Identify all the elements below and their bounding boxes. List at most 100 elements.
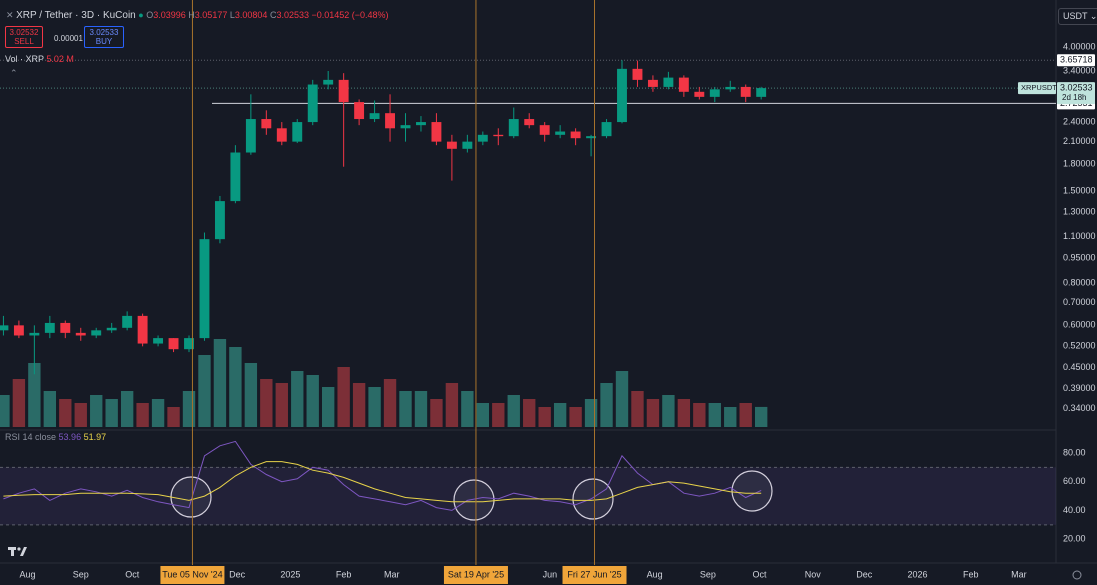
volume-bar xyxy=(105,399,118,427)
volume-bar xyxy=(151,399,165,427)
volume-bar xyxy=(569,407,582,427)
volume-legend: Vol · XRP 5.02 M xyxy=(5,54,74,64)
y-tick-label: 0.39000 xyxy=(1063,383,1096,393)
y-tick-label: 0.70000 xyxy=(1063,297,1096,307)
candle-body xyxy=(570,131,581,139)
candle-body xyxy=(199,239,210,339)
rsi-tick-label: 40.00 xyxy=(1063,505,1086,515)
x-tick-label: Sep xyxy=(73,569,89,579)
spread: 0.00001 xyxy=(54,34,83,43)
x-tick-label: Jun xyxy=(543,569,558,579)
x-tick-label: Feb xyxy=(963,569,979,579)
x-tick-label: Nov xyxy=(805,569,822,579)
volume-bar xyxy=(136,403,149,427)
volume-bar xyxy=(553,403,567,427)
candle-body xyxy=(477,134,488,142)
volume-bar xyxy=(352,383,366,427)
y-tick-label: 4.00000 xyxy=(1063,42,1096,52)
candle-body xyxy=(261,119,272,129)
symbol[interactable]: XRP / Tether · 3D · KuCoin xyxy=(16,10,136,21)
collapse-icon[interactable]: ⌃ xyxy=(10,68,18,78)
buy-button[interactable]: 3.02533 BUY xyxy=(84,26,124,48)
x-tick-label: Sep xyxy=(700,569,716,579)
highlight-circle xyxy=(572,478,614,520)
sell-button[interactable]: 3.02532 SELL xyxy=(5,26,43,48)
x-tick-label: Dec xyxy=(856,569,873,579)
volume-bar xyxy=(275,383,288,427)
close-icon[interactable]: ✕ xyxy=(6,10,14,20)
volume-bar xyxy=(182,391,196,427)
y-tick-label: 0.60000 xyxy=(1063,320,1096,330)
y-tick-label: 1.30000 xyxy=(1063,206,1096,216)
volume-bar xyxy=(368,387,381,427)
ohlc-value: 3.02533 xyxy=(276,10,309,20)
volume-bar xyxy=(708,403,721,427)
y-tick-label: 1.50000 xyxy=(1063,185,1096,195)
volume-bar xyxy=(646,399,660,427)
highlight-circle xyxy=(453,479,495,521)
symbol-tag: XRPUSDT xyxy=(1021,83,1057,92)
rsi-tick-label: 20.00 xyxy=(1063,534,1086,544)
change: −0.01452 (−0.48%) xyxy=(311,10,389,20)
rsi-line xyxy=(3,461,762,503)
volume-bar xyxy=(383,379,397,427)
symbol-tag-box xyxy=(1018,82,1056,95)
y-tick-label: 2.40000 xyxy=(1063,116,1096,126)
ohlc-key: H xyxy=(188,10,195,20)
candle-body xyxy=(91,330,102,336)
volume-bar xyxy=(213,339,227,427)
ohlc-key: L xyxy=(229,10,235,20)
candle-body xyxy=(214,201,225,240)
candle-body xyxy=(756,88,767,97)
volume-bar xyxy=(0,395,10,427)
volume-bar xyxy=(476,403,490,427)
volume-bar xyxy=(693,403,706,427)
volume-bar xyxy=(90,395,103,427)
volume-bar xyxy=(120,391,134,427)
date-marker-label: Tue 05 Nov '24 xyxy=(162,569,222,579)
candle-body xyxy=(678,77,689,92)
candle-body xyxy=(416,122,426,126)
volume-bar xyxy=(321,387,335,427)
currency-select[interactable]: USDT ⌄ xyxy=(1058,8,1097,25)
x-tick-label: Mar xyxy=(1011,569,1027,579)
volume-bar xyxy=(43,391,57,427)
volume-value: 5.02 M xyxy=(46,54,74,64)
volume-bar xyxy=(74,403,87,427)
volume-bar xyxy=(337,367,350,427)
sell-label: SELL xyxy=(14,37,34,46)
volume-bar xyxy=(59,399,72,427)
candle-body xyxy=(385,113,395,129)
x-tick-label: 2025 xyxy=(280,569,300,579)
volume-bar xyxy=(306,375,319,427)
currency: USDT xyxy=(1063,11,1088,21)
volume-bar xyxy=(615,371,629,427)
volume-bar xyxy=(198,355,211,427)
high-marker-label-box xyxy=(1057,54,1095,67)
candle-body xyxy=(137,315,148,344)
volume-bar xyxy=(600,383,613,427)
volume-bar xyxy=(244,363,258,427)
candle-body xyxy=(431,122,442,142)
y-tick-label: 0.95000 xyxy=(1063,252,1096,262)
volume-bar xyxy=(229,347,242,427)
x-tick-label: 2026 xyxy=(908,569,928,579)
candle-body xyxy=(276,128,287,142)
y-tick-label: 0.52000 xyxy=(1063,341,1096,351)
candle-body xyxy=(60,322,71,333)
candle-body xyxy=(493,134,504,137)
buy-price: 3.02533 xyxy=(89,28,119,37)
volume-bar xyxy=(662,395,675,427)
candle-body xyxy=(555,131,566,135)
candle-body xyxy=(230,152,241,202)
volume-bar xyxy=(631,391,644,427)
volume-bar xyxy=(28,363,41,427)
volume-bar xyxy=(677,399,691,427)
candle-body xyxy=(307,84,318,123)
rsi-tick-label: 80.00 xyxy=(1063,447,1086,457)
settings-icon[interactable] xyxy=(1072,570,1082,580)
date-marker-box xyxy=(160,566,225,584)
x-tick-label: Dec xyxy=(229,569,246,579)
candle-body xyxy=(338,79,349,103)
